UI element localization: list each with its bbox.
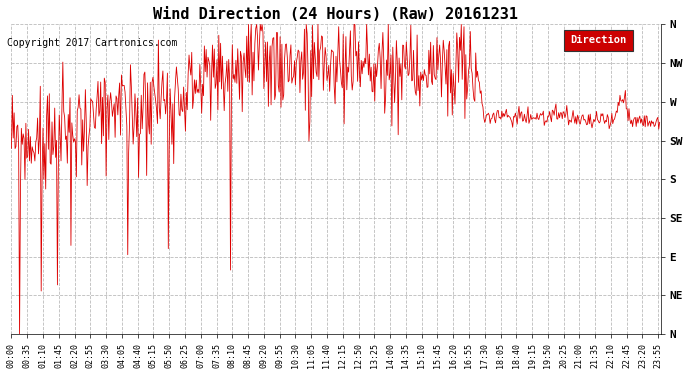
Text: Copyright 2017 Cartronics.com: Copyright 2017 Cartronics.com [7,38,177,48]
Title: Wind Direction (24 Hours) (Raw) 20161231: Wind Direction (24 Hours) (Raw) 20161231 [153,7,518,22]
Text: Direction: Direction [571,36,627,45]
